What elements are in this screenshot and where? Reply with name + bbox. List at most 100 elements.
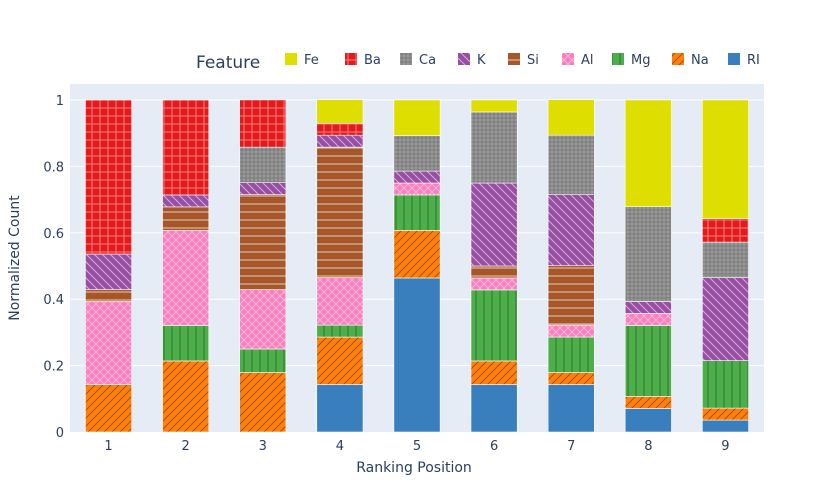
bar-si-4 (316, 146, 364, 278)
y-tick-label: 0 (56, 426, 64, 441)
y-tick-label: 0.8 (43, 160, 64, 175)
bar-na-6 (470, 360, 518, 385)
bar-k-7 (547, 194, 595, 266)
bar-mg-4 (316, 324, 364, 338)
legend: Feature Fe Ba Ca K Si Al Mg Na RI (196, 53, 760, 73)
legend-swatch-k (458, 53, 470, 65)
bar-fe-8 (624, 99, 672, 207)
bar-k-5 (393, 170, 441, 184)
bar-mg-9 (702, 360, 749, 409)
bar-fe-6 (470, 99, 518, 113)
bar-na-1 (85, 384, 132, 433)
bar-ca-3 (239, 146, 287, 183)
legend-swatch-mg (612, 53, 624, 65)
bar-ri-9 (702, 419, 749, 433)
legend-swatch-ri (728, 53, 740, 65)
x-tick-label: 1 (104, 439, 112, 454)
bar-na-8 (624, 396, 672, 409)
bar-ba-3 (239, 99, 287, 148)
bar-ba-2 (162, 99, 210, 196)
x-tick-label: 5 (413, 439, 421, 454)
bar-fe-5 (393, 99, 441, 136)
y-tick-label: 0.6 (43, 227, 64, 242)
bar-mg-7 (547, 336, 595, 373)
bar-ba-1 (85, 99, 132, 255)
bar-mg-5 (393, 194, 441, 231)
bar-k-8 (624, 301, 672, 314)
bar-na-2 (162, 360, 210, 433)
legend-label-k: K (477, 53, 486, 68)
legend-title: Feature (196, 53, 260, 73)
bar-mg-8 (624, 325, 672, 397)
bar-na-4 (316, 336, 364, 385)
bar-ri-7 (547, 384, 595, 433)
bar-ca-7 (547, 134, 595, 195)
bar-ba-9 (702, 218, 749, 243)
bar-al-2 (162, 230, 210, 326)
bar-k-1 (85, 253, 132, 290)
x-tick-label: 8 (644, 439, 652, 454)
bar-ri-8 (624, 408, 672, 433)
y-tick-label: 0.4 (43, 293, 64, 308)
legend-swatch-fe (285, 53, 297, 65)
bar-ca-9 (702, 241, 749, 278)
bar-ca-6 (470, 111, 518, 184)
bar-al-6 (470, 277, 518, 291)
legend-swatch-si (508, 53, 520, 65)
bar-al-8 (624, 313, 672, 326)
bar-al-5 (393, 182, 441, 196)
bar-na-9 (702, 407, 749, 421)
bar-ri-4 (316, 384, 364, 433)
x-axis-label: Ranking Position (356, 460, 472, 476)
bar-na-5 (393, 230, 441, 279)
legend-label-na: Na (691, 53, 709, 68)
bar-mg-6 (470, 289, 518, 362)
bar-ri-6 (470, 384, 518, 433)
bar-fe-7 (547, 99, 595, 136)
bar-si-3 (239, 194, 287, 290)
legend-swatch-na (672, 53, 684, 65)
bar-al-1 (85, 301, 132, 385)
bar-k-4 (316, 134, 364, 148)
bar-si-2 (162, 206, 210, 231)
x-tick-label: 9 (721, 439, 729, 454)
legend-label-ca: Ca (419, 53, 436, 68)
bar-al-4 (316, 277, 364, 326)
bar-al-7 (547, 324, 595, 338)
bar-k-2 (162, 194, 210, 208)
legend-label-si: Si (527, 53, 539, 68)
legend-swatch-ba (345, 53, 357, 65)
x-tick-label: 2 (182, 439, 190, 454)
bar-ba-4 (316, 122, 364, 136)
bar-al-3 (239, 289, 287, 350)
legend-label-ba: Ba (364, 53, 381, 68)
bar-fe-9 (702, 99, 749, 219)
y-axis-label: Normalized Count (7, 195, 23, 321)
legend-swatch-ca (400, 53, 412, 65)
y-tick-label: 1 (56, 94, 64, 109)
bar-na-3 (239, 372, 287, 433)
bar-fe-4 (316, 99, 364, 124)
legend-label-ri: RI (747, 53, 760, 68)
legend-swatch-al (562, 53, 574, 65)
bar-si-7 (547, 265, 595, 326)
bar-mg-3 (239, 348, 287, 373)
x-tick-label: 4 (336, 439, 344, 454)
bar-ca-5 (393, 135, 441, 172)
bar-k-9 (702, 277, 749, 361)
legend-label-mg: Mg (631, 53, 650, 68)
bar-na-7 (547, 372, 595, 385)
bar-si-6 (470, 265, 518, 279)
bar-k-6 (470, 182, 518, 267)
bar-k-3 (239, 182, 287, 195)
bar-ca-8 (624, 206, 672, 302)
y-axis-ticks: 0 0.2 0.4 0.6 0.8 1 (43, 94, 64, 441)
bars (85, 99, 749, 433)
x-tick-label: 7 (567, 439, 575, 454)
x-axis-ticks: 1 2 3 4 5 6 7 8 9 (104, 439, 729, 454)
bar-ri-5 (393, 277, 441, 433)
x-tick-label: 6 (490, 439, 498, 454)
legend-label-fe: Fe (304, 53, 319, 68)
y-tick-label: 0.2 (43, 360, 64, 375)
